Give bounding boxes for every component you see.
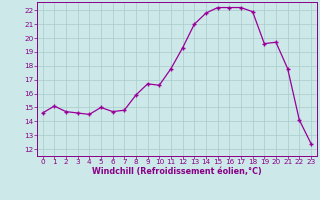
X-axis label: Windchill (Refroidissement éolien,°C): Windchill (Refroidissement éolien,°C) — [92, 167, 262, 176]
